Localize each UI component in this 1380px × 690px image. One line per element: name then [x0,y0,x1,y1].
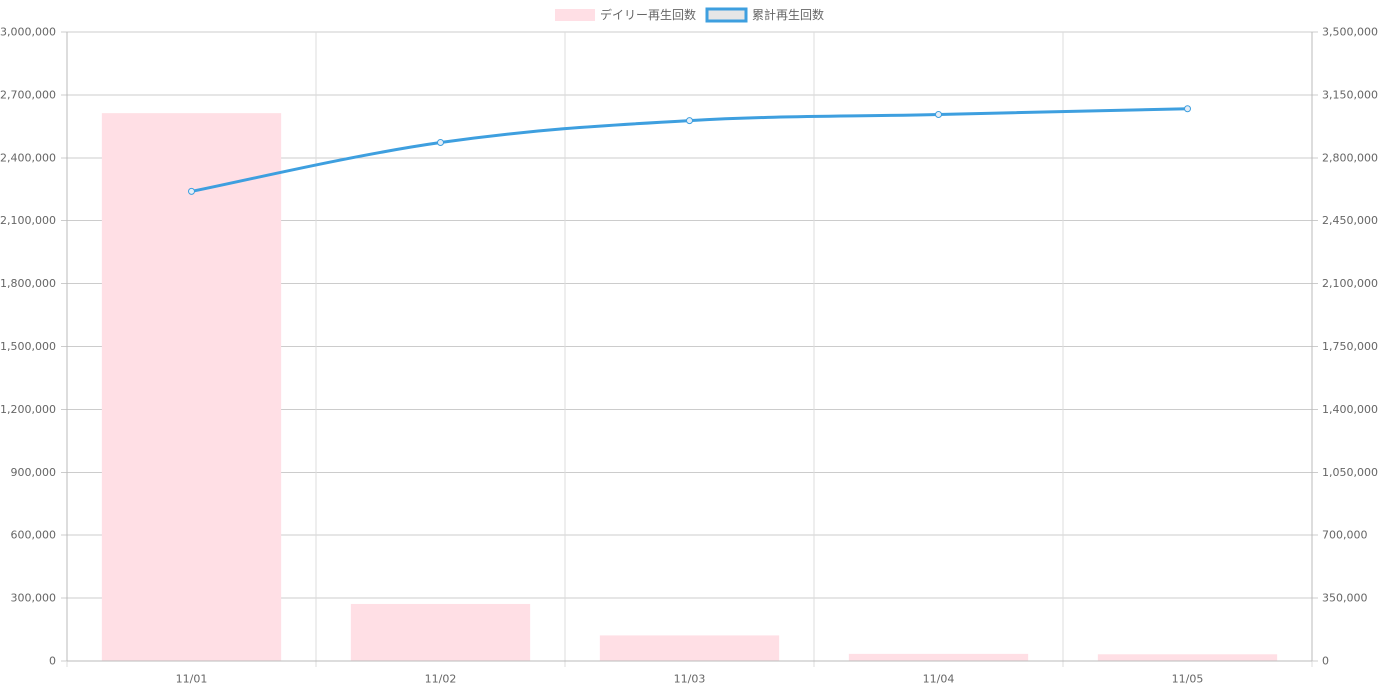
y-left-tick-label: 2,700,000 [0,88,56,101]
bar-11-05[interactable] [1097,654,1278,661]
bar-11-02[interactable] [350,603,531,661]
y-right-tick-label: 2,800,000 [1322,151,1378,164]
legend-label-cumulative[interactable]: 累計再生回数 [752,7,824,22]
legend-label-daily[interactable]: デイリー再生回数 [600,7,696,22]
bar-11-03[interactable] [599,635,780,661]
y-left-tick-label: 900,000 [11,466,57,479]
line-series [188,105,1191,195]
x-tick-label: 11/01 [176,673,208,686]
line-point-11-01[interactable] [188,187,195,195]
y-left-tick-label: 1,500,000 [0,340,56,353]
bar-11-04[interactable] [848,653,1029,661]
y-right-tick-label: 0 [1322,655,1329,668]
y-left-tick-label: 1,200,000 [0,403,56,416]
y-right-tick-label: 1,400,000 [1322,403,1378,416]
legend-swatch-cumulative[interactable] [705,7,748,23]
y-right-tick-label: 1,750,000 [1322,340,1378,353]
bar-series [101,113,1278,662]
axes: 0 0 300,000 350,000 600,000 700,000 900,000 1,0… [0,26,1378,686]
x-tick-label: 11/05 [1172,673,1204,686]
y-left-tick-label: 300,000 [11,592,57,605]
line-point-11-03[interactable] [686,117,693,125]
y-right-tick-label: 1,050,000 [1322,466,1378,479]
y-right-tick-label: 3,150,000 [1322,88,1378,101]
bar-11-01[interactable] [101,113,282,662]
line-point-11-02[interactable] [437,139,444,147]
x-tick-label: 11/04 [923,673,955,686]
y-right-tick-label: 350,000 [1322,592,1368,605]
y-left-tick-label: 3,000,000 [0,26,56,39]
y-left-tick-label: 600,000 [11,529,57,542]
line-point-11-05[interactable] [1184,105,1191,113]
legend-swatch-daily[interactable] [555,9,595,21]
y-right-tick-label: 3,500,000 [1322,26,1378,39]
x-tick-label: 11/02 [425,673,457,686]
legend[interactable]: デイリー再生回数 累計再生回数 [555,7,824,23]
y-left-tick-label: 0 [49,655,56,668]
y-left-tick-label: 1,800,000 [0,277,56,290]
y-right-tick-label: 2,450,000 [1322,214,1378,227]
line-point-11-04[interactable] [935,110,942,118]
y-left-tick-label: 2,100,000 [0,214,56,227]
y-right-tick-label: 2,100,000 [1322,277,1378,290]
x-tick-label: 11/03 [674,673,706,686]
y-left-tick-label: 2,400,000 [0,151,56,164]
y-right-tick-label: 700,000 [1322,529,1368,542]
